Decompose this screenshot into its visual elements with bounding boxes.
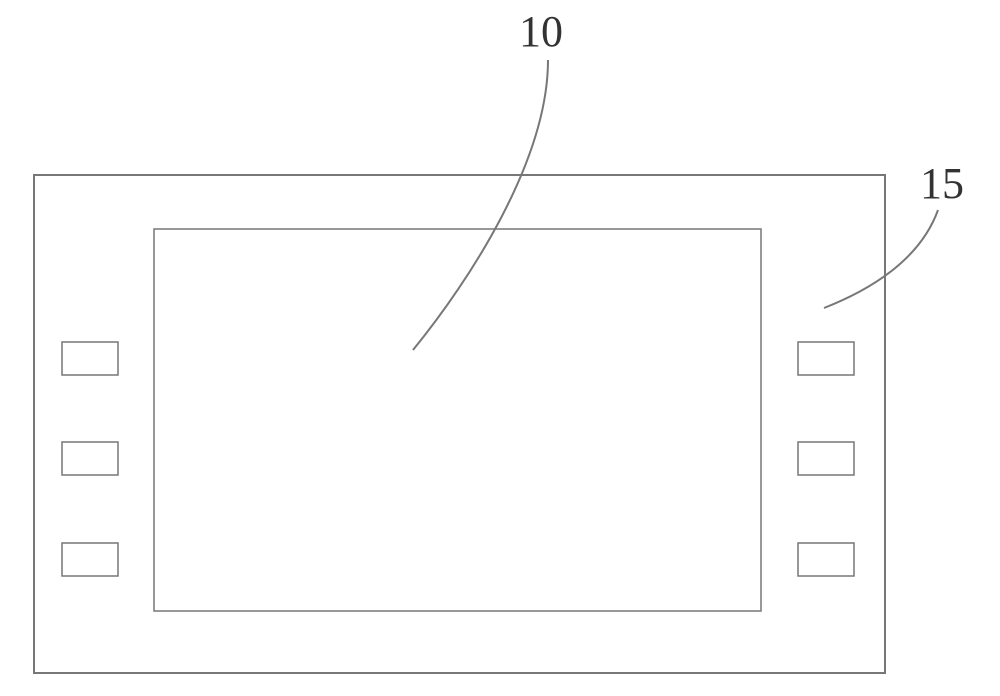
right-button-1 — [798, 442, 854, 475]
callout-10-label: 10 — [519, 6, 563, 57]
right-button-0 — [798, 342, 854, 375]
left-button-0 — [62, 342, 118, 375]
right-button-2 — [798, 543, 854, 576]
callout-10-leader — [413, 60, 548, 350]
callout-15-leader — [824, 210, 938, 308]
left-button-2 — [62, 543, 118, 576]
diagram-canvas: 10 15 — [0, 0, 1000, 696]
callout-15-label: 15 — [920, 158, 964, 209]
left-button-1 — [62, 442, 118, 475]
outer-frame — [34, 175, 885, 673]
diagram-svg — [0, 0, 1000, 696]
inner-screen — [154, 229, 761, 611]
